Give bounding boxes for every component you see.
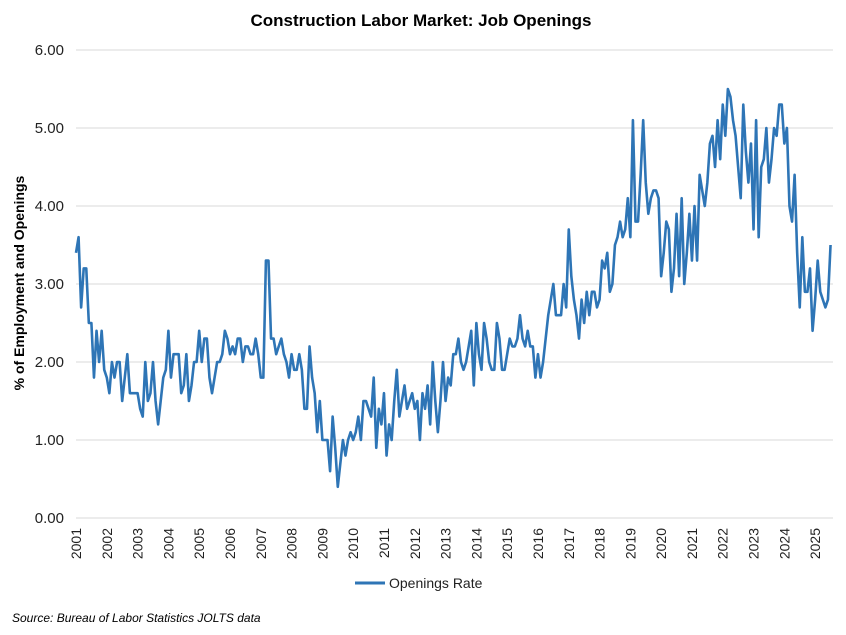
x-tick-label: 2023 xyxy=(746,528,762,559)
x-tick-label: 2016 xyxy=(530,528,546,559)
series-line-openings-rate xyxy=(74,87,832,489)
y-tick-label: 3.00 xyxy=(35,276,64,293)
x-tick-label: 2020 xyxy=(653,528,669,559)
x-tick-label: 2010 xyxy=(345,528,361,559)
gridlines xyxy=(76,49,833,519)
chart-title: Construction Labor Market: Job Openings xyxy=(251,11,592,30)
x-tick-label: 2025 xyxy=(807,528,823,559)
x-tick-label: 2017 xyxy=(561,528,577,559)
x-tick-label: 2012 xyxy=(407,528,423,559)
legend: Openings Rate xyxy=(355,575,483,591)
x-tick-label: 2005 xyxy=(191,528,207,559)
y-tick-label: 2.00 xyxy=(35,354,64,371)
x-tick-label: 2013 xyxy=(438,528,454,559)
legend-label: Openings Rate xyxy=(389,575,483,591)
y-tick-label: 5.00 xyxy=(35,120,64,137)
x-tick-label: 2008 xyxy=(284,528,300,559)
x-tick-label: 2007 xyxy=(253,528,269,559)
y-tick-label: 1.00 xyxy=(35,432,64,449)
source-note: Source: Bureau of Labor Statistics JOLTS… xyxy=(12,611,261,625)
y-tick-label: 4.00 xyxy=(35,198,64,215)
x-tick-label: 2004 xyxy=(160,528,176,559)
x-tick-label: 2006 xyxy=(222,528,238,559)
x-tick-label: 2018 xyxy=(592,528,608,559)
x-tick-label: 2019 xyxy=(622,528,638,559)
y-axis-label: % of Employment and Openings xyxy=(11,175,27,390)
y-tick-label: 6.00 xyxy=(35,42,64,59)
y-axis-ticks: 0.00 1.00 2.00 3.00 4.00 5.00 6.00 xyxy=(35,42,64,527)
x-tick-label: 2011 xyxy=(376,528,392,558)
y-tick-label: 0.00 xyxy=(35,510,64,527)
x-tick-label: 2009 xyxy=(314,528,330,559)
x-tick-label: 2021 xyxy=(684,528,700,559)
x-tick-label: 2001 xyxy=(68,528,84,559)
x-tick-label: 2002 xyxy=(99,528,115,559)
x-axis-ticks: 2001 2002 2003 2004 2005 2006 2007 2008 2009 2010… xyxy=(68,528,823,559)
x-tick-label: 2024 xyxy=(776,528,792,559)
x-tick-label: 2022 xyxy=(715,528,731,559)
x-tick-label: 2003 xyxy=(130,528,146,559)
x-tick-label: 2014 xyxy=(468,528,484,559)
x-tick-label: 2015 xyxy=(499,528,515,559)
